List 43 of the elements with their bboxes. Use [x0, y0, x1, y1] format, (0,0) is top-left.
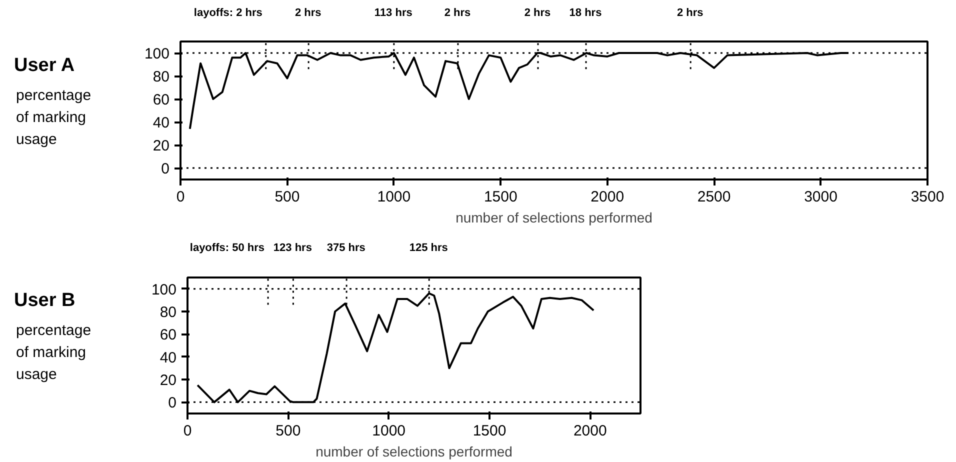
- x-axis-title: number of selections performed: [456, 210, 652, 226]
- y-axis-title: percentage of marking usage: [16, 321, 92, 386]
- text: User B: [14, 289, 76, 313]
- ref-line-label: 2 hrs: [444, 7, 471, 19]
- text: User A: [14, 54, 76, 78]
- y-tick-label: 100: [151, 281, 177, 298]
- ref-line-label: 375 hrs: [326, 242, 366, 254]
- y-tick-label: 40: [152, 114, 170, 132]
- x-tick-label: 2000: [573, 422, 607, 440]
- ref-line-label: 125 hrs: [409, 242, 448, 254]
- ref-line-label: 2 hrs: [294, 7, 322, 19]
- x-tick-label: 500: [276, 422, 301, 440]
- x-axis-title: number of selections performed: [316, 444, 512, 460]
- y-axis-title: percentage of marking usage: [16, 86, 92, 150]
- x-tick-label: 3500: [910, 188, 944, 206]
- x-tick-label: 500: [274, 188, 300, 206]
- ref-line-label: 123 hrs: [273, 242, 312, 254]
- y-tick-label: 60: [152, 92, 170, 108]
- text: layoffs:: [194, 7, 234, 19]
- x-tick-label: 3000: [804, 188, 838, 206]
- ref-line-label: 113 hrs: [374, 7, 412, 19]
- x-tick-label: 2500: [697, 188, 731, 206]
- y-tick-label: 20: [160, 372, 177, 389]
- ref-line-label: 2 hrs: [676, 7, 704, 19]
- x-tick-label: 1500: [484, 188, 518, 206]
- ref-line-label: 2 hrs: [524, 7, 551, 19]
- x-tick-label: 1000: [377, 188, 411, 206]
- x-tick-label: 0: [183, 422, 192, 440]
- text: layoffs:: [190, 242, 230, 254]
- y-tick-label: 60: [160, 326, 177, 344]
- ref-line-label: 2 hrs: [236, 7, 262, 19]
- x-tick-label: 1500: [472, 422, 506, 440]
- ref-line-label: 50 hrs: [232, 242, 264, 254]
- y-tick-label: 80: [160, 304, 177, 321]
- ref-line-label: 18 hrs: [569, 7, 602, 19]
- y-tick-label: 100: [144, 46, 170, 62]
- y-tick-label: 80: [152, 68, 170, 86]
- y-tick-label: 20: [152, 138, 170, 154]
- y-tick-label: 0: [168, 394, 176, 412]
- y-tick-label: 0: [161, 160, 170, 178]
- y-tick-label: 40: [160, 349, 177, 366]
- x-tick-label: 2000: [590, 188, 624, 206]
- x-tick-label: 1000: [372, 422, 406, 440]
